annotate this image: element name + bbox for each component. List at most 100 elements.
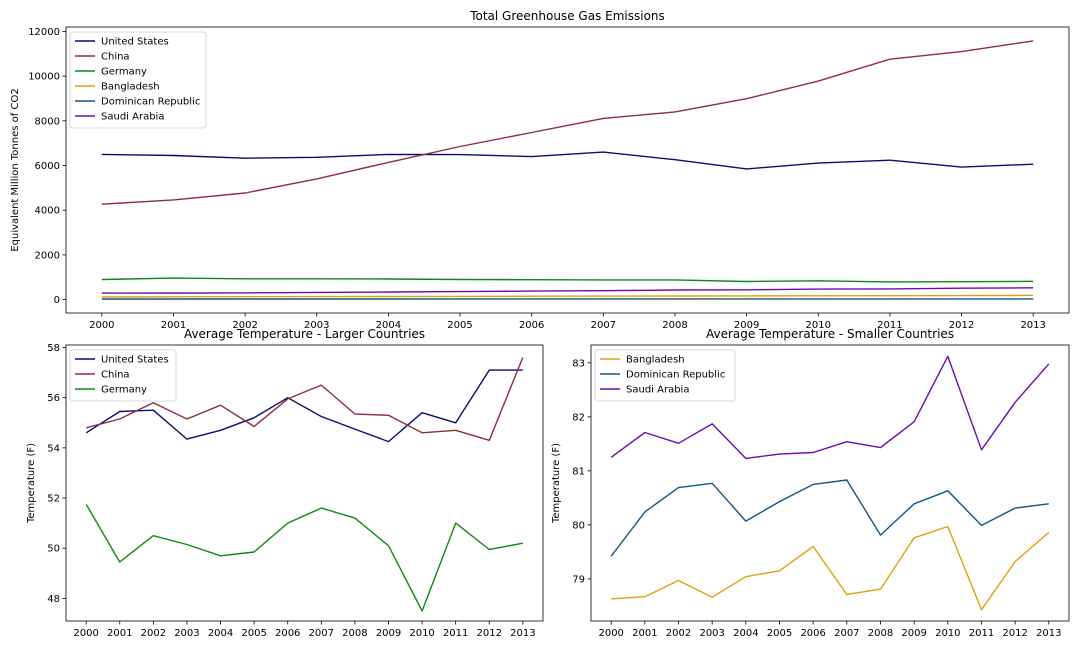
series-line-germany <box>85 503 523 612</box>
y-tick-label: 4000 <box>35 206 60 217</box>
chart-title: Average Temperature - Larger Countries <box>184 327 425 341</box>
x-tick-label: 2006 <box>275 628 300 639</box>
x-tick-label: 2001 <box>107 628 132 639</box>
series-line-bangladesh <box>101 294 1034 298</box>
y-tick-label: 2000 <box>35 250 60 261</box>
x-tick-label: 2002 <box>232 320 257 331</box>
series-line-saudi-arabia <box>101 287 1034 294</box>
x-tick-label: 2013 <box>1036 628 1061 639</box>
y-tick-label: 0 <box>54 295 60 306</box>
y-axis-label: Temperature (F) <box>26 443 37 524</box>
x-tick-label: 2010 <box>806 320 831 331</box>
x-tick-label: 2004 <box>733 628 758 639</box>
series-line-germany <box>101 277 1034 283</box>
legend-box <box>69 349 177 402</box>
y-tick-label: 6000 <box>35 161 60 172</box>
y-tick-label: 58 <box>47 343 60 354</box>
x-tick-label: 2001 <box>632 628 657 639</box>
chart-title: Total Greenhouse Gas Emissions <box>469 9 665 23</box>
series-line-saudi-arabia <box>610 355 1050 460</box>
legend: United States China Germany <box>69 349 177 402</box>
y-axis-label: Equivalent Million Tonnes of CO2 <box>10 88 21 251</box>
x-tick-label: 2012 <box>949 320 974 331</box>
x-tick-label: 2000 <box>73 628 98 639</box>
x-tick-label: 2004 <box>208 628 233 639</box>
series-line-united-states <box>85 369 523 443</box>
legend-label: United States <box>101 355 169 366</box>
legend-label: China <box>101 370 130 381</box>
x-tick-label: 2002 <box>666 628 691 639</box>
series-line-united-states <box>101 151 1034 170</box>
legend-label: Saudi Arabia <box>626 385 689 396</box>
x-tick-label: 2005 <box>447 320 472 331</box>
x-tick-label: 2009 <box>901 628 926 639</box>
y-tick-label: 56 <box>47 393 60 404</box>
x-tick-label: 2011 <box>877 320 902 331</box>
series-line-china <box>101 40 1034 205</box>
y-tick-label: 52 <box>47 494 60 505</box>
x-tick-label: 2007 <box>309 628 334 639</box>
x-tick-label: 2007 <box>591 320 616 331</box>
x-tick-label: 2010 <box>409 628 434 639</box>
legend-label: Dominican Republic <box>626 370 725 381</box>
x-tick-label: 2009 <box>376 628 401 639</box>
x-tick-label: 2007 <box>834 628 859 639</box>
y-tick-label: 81 <box>572 466 585 477</box>
x-tick-label: 2006 <box>519 320 544 331</box>
x-tick-label: 2004 <box>376 320 401 331</box>
series-line-dominican-republic <box>610 479 1049 557</box>
x-tick-label: 2002 <box>141 628 166 639</box>
x-tick-label: 2003 <box>699 628 724 639</box>
y-tick-label: 8000 <box>35 116 60 127</box>
chart-1: Total Greenhouse Gas Emissions 2000 2001 20… <box>10 9 1070 331</box>
y-axis-label: Temperature (F) <box>551 443 562 524</box>
x-tick-label: 2005 <box>241 628 266 639</box>
chart-2: Average Temperature - Larger Countries 20… <box>26 327 544 639</box>
x-tick-label: 2013 <box>510 628 535 639</box>
x-tick-label: 2008 <box>868 628 893 639</box>
legend: United States China Germany Bangladesh Domin… <box>69 31 207 129</box>
legend-box <box>594 349 736 402</box>
x-tick-label: 2000 <box>89 320 114 331</box>
x-tick-label: 2008 <box>342 628 367 639</box>
x-tick-label: 2010 <box>935 628 960 639</box>
x-tick-label: 2000 <box>598 628 623 639</box>
series-line-china <box>86 357 524 441</box>
legend-box <box>69 31 207 129</box>
y-tick-label: 50 <box>47 544 60 555</box>
x-tick-label: 2013 <box>1020 320 1045 331</box>
x-tick-label: 2003 <box>304 320 329 331</box>
y-tick-label: 82 <box>572 412 585 423</box>
x-tick-label: 2012 <box>477 628 502 639</box>
axes-frame <box>65 26 1070 314</box>
y-tick-label: 10000 <box>28 72 60 83</box>
legend-label: Germany <box>101 67 147 78</box>
series-line-bangladesh <box>611 525 1050 611</box>
legend-label: Germany <box>101 385 147 396</box>
y-tick-label: 80 <box>572 520 585 531</box>
x-tick-label: 2009 <box>734 320 759 331</box>
x-tick-label: 2011 <box>443 628 468 639</box>
legend-label: United States <box>101 37 169 48</box>
legend-label: Saudi Arabia <box>101 112 164 123</box>
x-tick-label: 2012 <box>1002 628 1027 639</box>
legend-label: Bangladesh <box>626 355 685 366</box>
legend-label: China <box>101 52 130 63</box>
legend-label: Bangladesh <box>101 82 160 93</box>
y-tick-label: 12000 <box>28 27 60 38</box>
x-tick-label: 2006 <box>800 628 825 639</box>
y-tick-label: 48 <box>47 594 60 605</box>
x-tick-label: 2008 <box>662 320 687 331</box>
chart-3: Average Temperature - Smaller Countries 2… <box>551 327 1070 639</box>
y-tick-label: 83 <box>572 358 585 369</box>
x-tick-label: 2001 <box>161 320 186 331</box>
legend-label: Dominican Republic <box>101 97 200 108</box>
y-tick-label: 79 <box>572 574 585 585</box>
axes-frame <box>590 344 1070 622</box>
chart-title: Average Temperature - Smaller Countries <box>706 327 954 341</box>
x-tick-label: 2011 <box>969 628 994 639</box>
y-tick-label: 54 <box>47 443 60 454</box>
x-tick-label: 2003 <box>174 628 199 639</box>
x-tick-label: 2005 <box>767 628 792 639</box>
